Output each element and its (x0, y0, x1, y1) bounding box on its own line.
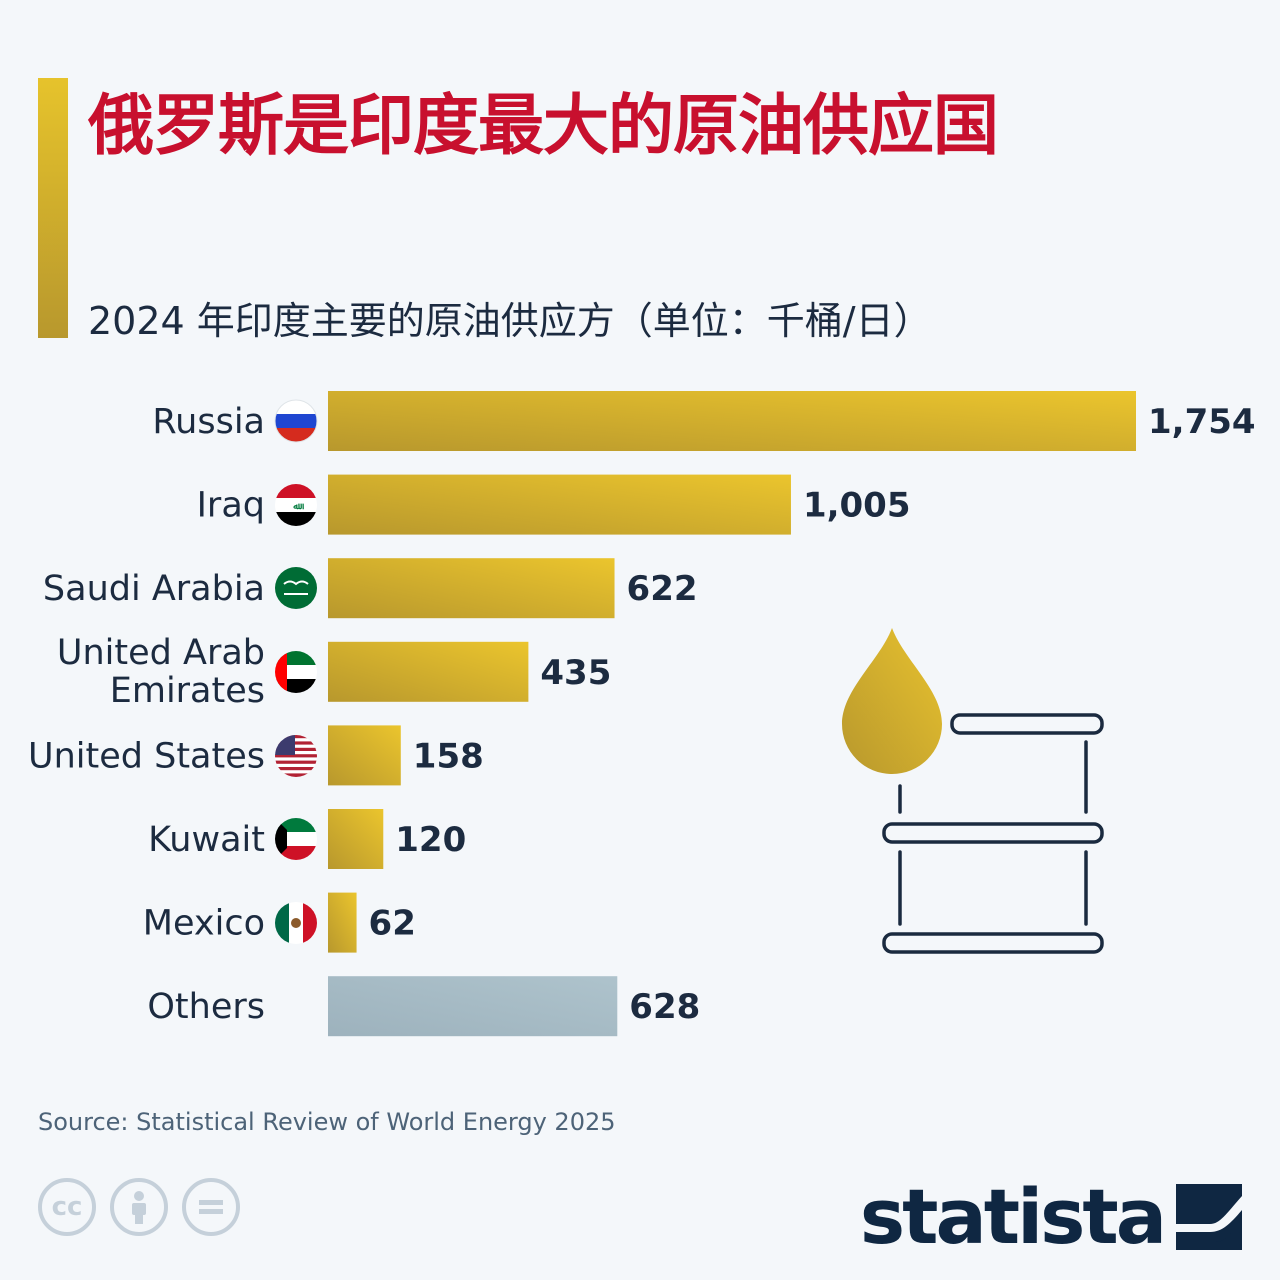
bar-chart: 1,754 Russia 1,005 Iraq 622 Saudi Arabia 435 Un… (28, 391, 1256, 1037)
license-icons: cc (38, 1178, 240, 1236)
category-label: Mexico (143, 904, 265, 944)
uae-flag-icon (275, 651, 317, 693)
statista-mark-icon (1176, 1183, 1242, 1250)
category-label: Iraq (197, 486, 265, 526)
bar-kuwait (328, 809, 384, 869)
by-icon[interactable] (110, 1178, 168, 1236)
source-note: Source: Statistical Review of World Ener… (38, 1108, 616, 1136)
category-label: United Arab Emirates (57, 633, 265, 711)
mexico-flag-icon (275, 902, 317, 944)
brand-name: statista (859, 1172, 1167, 1261)
category-label: Kuwait (148, 820, 265, 860)
bar-united-states (328, 725, 401, 786)
bar-russia (328, 391, 1136, 451)
category-label: Russia (152, 402, 265, 442)
value-label: 158 (413, 736, 484, 776)
bar-iraq (328, 474, 791, 535)
saudi-arabia-flag-icon (275, 567, 317, 609)
bar-mexico (328, 892, 357, 953)
value-label: 628 (629, 987, 700, 1027)
value-label: 62 (369, 904, 416, 944)
iraq-flag-icon: ﷲ (275, 484, 317, 526)
kuwait-flag-icon (275, 818, 317, 860)
chart-subtitle: 2024 年印度主要的原油供应方（单位：千桶/日） (88, 299, 932, 343)
chart-title: 俄罗斯是印度最大的原油供应国 (88, 87, 999, 164)
bar-united-arab-emirates (328, 641, 529, 702)
category-label: Others (147, 987, 265, 1027)
category-label: Saudi Arabia (43, 569, 265, 609)
value-label: 1,754 (1148, 402, 1256, 442)
russia-flag-icon (275, 400, 317, 442)
oil-drop-icon (842, 628, 942, 774)
value-label: 1,005 (803, 486, 911, 526)
value-label: 622 (627, 569, 698, 609)
us-flag-icon (275, 735, 317, 777)
bar-saudi-arabia (328, 558, 615, 619)
statista-logo[interactable]: statista (860, 1172, 1242, 1261)
category-label: United States (28, 736, 265, 776)
accent-bar (38, 78, 68, 338)
cc-icon[interactable]: cc (38, 1178, 96, 1236)
nd-icon[interactable] (182, 1178, 240, 1236)
value-label: 435 (540, 653, 611, 693)
value-label: 120 (395, 820, 466, 860)
oil-barrel-icon (882, 713, 1104, 954)
bar-others (328, 976, 618, 1037)
